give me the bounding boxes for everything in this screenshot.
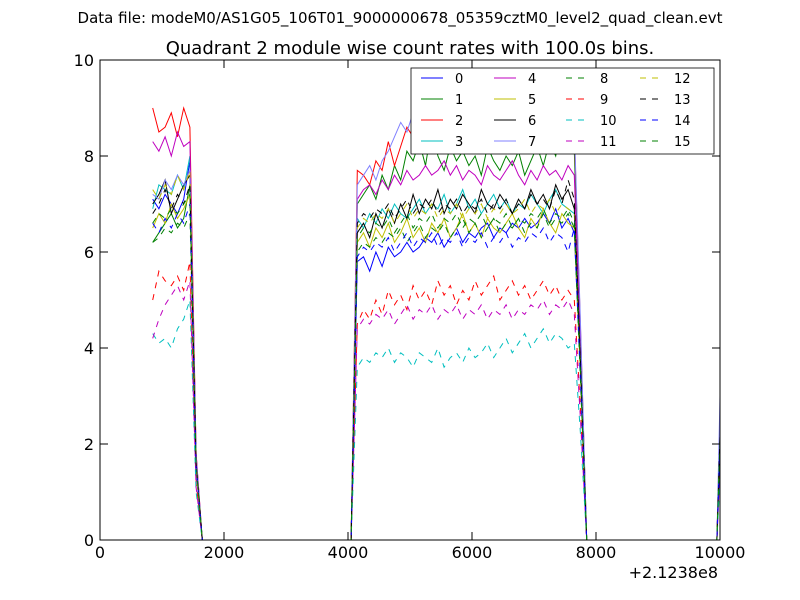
legend-label-6: 6 xyxy=(528,114,536,129)
legend-label-15: 15 xyxy=(674,135,691,150)
x-tick-label: 4000 xyxy=(328,543,369,562)
legend-label-14: 14 xyxy=(674,114,691,129)
y-tick-label: 0 xyxy=(84,531,94,550)
legend-label-13: 13 xyxy=(674,93,691,108)
y-tick-label: 6 xyxy=(84,243,94,262)
x-tick-label: 0 xyxy=(95,543,105,562)
legend-label-7: 7 xyxy=(528,135,536,150)
y-tick-label: 10 xyxy=(74,51,94,70)
y-tick-label: 8 xyxy=(84,147,94,166)
x-tick-label: 8000 xyxy=(576,543,617,562)
x-tick-label: 10000 xyxy=(695,543,746,562)
suptitle: Data file: modeM0/AS1G05_106T01_90000006… xyxy=(78,9,723,28)
x-offset-label: +2.1238e8 xyxy=(629,563,718,582)
legend-label-3: 3 xyxy=(455,135,463,150)
series-line-12 xyxy=(152,170,721,541)
x-tick-label: 6000 xyxy=(452,543,493,562)
legend-label-12: 12 xyxy=(674,72,691,87)
legend-label-0: 0 xyxy=(455,72,463,87)
legend-frame xyxy=(410,67,715,155)
legend-label-8: 8 xyxy=(600,72,608,87)
chart-title: Quadrant 2 module wise count rates with … xyxy=(166,38,655,59)
series-line-11 xyxy=(152,280,721,541)
legend-label-4: 4 xyxy=(528,72,536,87)
legend-label-5: 5 xyxy=(528,93,536,108)
y-tick-label: 4 xyxy=(84,339,94,358)
legend-label-9: 9 xyxy=(600,93,608,108)
x-tick-label: 2000 xyxy=(204,543,245,562)
legend-label-10: 10 xyxy=(600,114,617,129)
legend-label-1: 1 xyxy=(455,93,463,108)
series-line-8 xyxy=(152,212,721,541)
legend-label-2: 2 xyxy=(455,114,463,129)
legend-label-11: 11 xyxy=(600,135,617,150)
y-tick-label: 2 xyxy=(84,435,94,454)
axes-frame xyxy=(99,59,721,541)
